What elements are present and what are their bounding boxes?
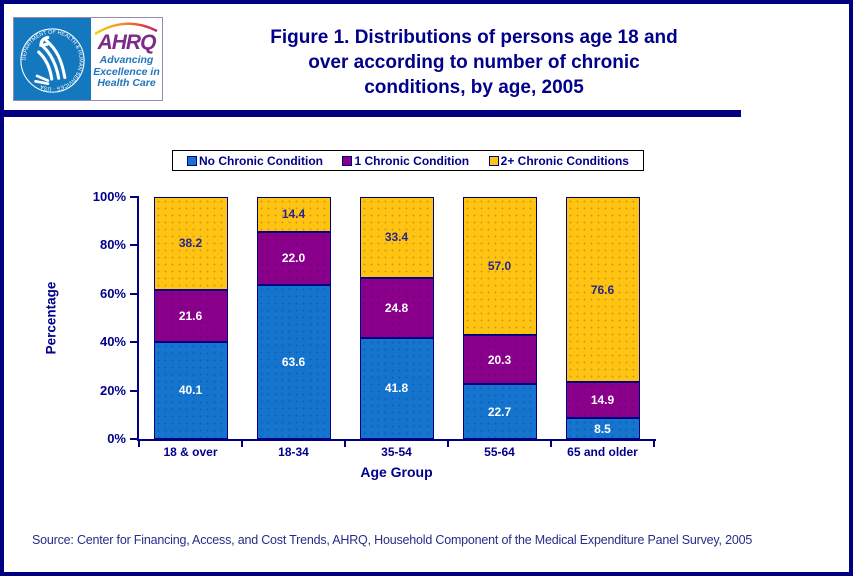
bar-segment: 63.6 — [256, 285, 331, 439]
bar-segment: 40.1 — [153, 341, 228, 439]
header-divider — [4, 110, 741, 117]
bar-segment: 22.7 — [462, 384, 537, 439]
title-line-1: Figure 1. Distributions of persons age 1… — [270, 27, 678, 48]
y-tick-mark — [130, 438, 137, 440]
bar-segment: 41.8 — [359, 337, 434, 439]
legend-swatch-icon — [488, 155, 499, 166]
bar-value-label: 22.0 — [281, 251, 306, 266]
source-note: Source: Center for Financing, Access, an… — [32, 533, 753, 547]
bar-18 & over: 40.1 21.6 38.2 — [153, 197, 228, 439]
x-category-label: 55-64 — [484, 445, 515, 459]
bar-value-label: 76.6 — [590, 282, 615, 297]
x-axis-title: Age Group — [360, 464, 433, 480]
bar-segment: 24.8 — [359, 277, 434, 338]
y-tick-mark — [130, 196, 137, 198]
x-category-label: 18 & over — [163, 445, 218, 459]
rainbow-arc-icon — [94, 22, 158, 35]
y-tick-label: 60% — [99, 285, 126, 301]
x-tick-mark — [138, 441, 140, 447]
bar-value-label: 63.6 — [281, 355, 306, 370]
bar-value-label: 40.1 — [178, 383, 203, 398]
ahrq-logo: AHRQ Advancing Excellence in Health Care — [91, 18, 162, 100]
legend-label: 2+ Chronic Conditions — [500, 153, 629, 168]
tagline-line: Health Care — [97, 77, 156, 90]
y-tick-mark — [130, 389, 137, 392]
bar-segment: 76.6 — [565, 197, 640, 383]
y-axis-line — [137, 196, 139, 441]
ahrq-hhs-logo: DEPARTMENT OF HEALTH & HUMAN SERVICES · … — [13, 17, 163, 101]
legend-item: 1 Chronic Condition — [342, 154, 469, 168]
x-tick-mark — [447, 441, 449, 447]
x-category-label: 18-34 — [278, 445, 309, 459]
legend-label: No Chronic Condition — [199, 153, 323, 168]
chart-legend: No Chronic Condition 1 Chronic Condition 2… — [172, 150, 644, 171]
bar-value-label: 20.3 — [487, 352, 512, 367]
x-tick-mark — [653, 441, 655, 447]
bar-value-label: 22.7 — [487, 404, 512, 419]
bar-value-label: 57.0 — [487, 258, 512, 273]
bar-value-label: 33.4 — [384, 230, 409, 245]
y-tick-mark — [130, 292, 137, 295]
bar-segment: 21.6 — [153, 289, 228, 342]
tagline-line: Excellence in — [93, 65, 160, 78]
legend-swatch-icon — [342, 155, 353, 166]
bar-value-label: 21.6 — [178, 308, 203, 323]
bar-18-34: 63.6 22.0 14.4 — [256, 197, 331, 439]
bar-segment: 14.4 — [256, 197, 331, 232]
bar-segment: 38.2 — [153, 197, 228, 290]
y-tick-label: 20% — [99, 382, 126, 398]
y-tick-label: 40% — [99, 334, 126, 350]
ahrq-wordmark: AHRQ — [97, 31, 157, 54]
bar-segment: 14.9 — [565, 382, 640, 419]
bar-segment: 33.4 — [359, 197, 434, 278]
legend-item: No Chronic Condition — [187, 154, 323, 168]
x-tick-mark — [344, 441, 346, 447]
y-tick-label: 0% — [107, 431, 126, 446]
x-category-label: 35-54 — [381, 445, 412, 459]
ahrq-tagline: Advancing Excellence in Health Care — [91, 54, 162, 90]
bar-segment: 8.5 — [565, 418, 640, 439]
legend-swatch-icon — [187, 155, 197, 166]
bar-value-label: 14.9 — [590, 393, 615, 408]
x-tick-mark — [241, 441, 243, 447]
tagline-line: Advancing — [99, 54, 154, 66]
hhs-logo: DEPARTMENT OF HEALTH & HUMAN SERVICES · … — [14, 18, 91, 100]
figure-title: Figure 1. Distributions of persons age 1… — [200, 25, 748, 100]
bar-value-label: 41.8 — [384, 381, 409, 396]
y-tick-label: 100% — [92, 189, 126, 204]
bar-segment: 57.0 — [462, 197, 537, 335]
x-axis-line — [137, 439, 656, 441]
x-category-label: 65 and older — [567, 445, 638, 459]
hhs-eagle-icon: DEPARTMENT OF HEALTH & HUMAN SERVICES · … — [20, 28, 85, 93]
legend-item: 2+ Chronic Conditions — [488, 153, 629, 168]
bar-value-label: 14.4 — [281, 207, 306, 222]
y-tick-label: 80% — [99, 237, 126, 253]
legend-label: 1 Chronic Condition — [354, 153, 470, 168]
y-axis-title: Percentage — [43, 281, 59, 355]
bar-35-54: 41.8 24.8 33.4 — [359, 197, 434, 439]
bar-segment: 20.3 — [462, 334, 537, 385]
bar-segment: 22.0 — [256, 231, 331, 286]
eagle-stripes — [34, 35, 67, 85]
title-line-2: over according to number of chronic — [308, 52, 640, 73]
bar-value-label: 38.2 — [178, 236, 203, 251]
bar-65 and older: 8.5 14.9 76.6 — [565, 197, 640, 439]
y-tick-mark — [130, 341, 137, 344]
bar-55-64: 22.7 20.3 57.0 — [462, 197, 537, 439]
bar-value-label: 8.5 — [594, 421, 611, 436]
title-line-3: conditions, by age, 2005 — [364, 77, 584, 98]
x-tick-mark — [550, 441, 552, 447]
y-tick-mark — [130, 244, 137, 247]
chart: Percentage Age Group 0% 20% 40% 60% 80% 100% 4… — [4, 4, 849, 572]
bar-value-label: 24.8 — [384, 300, 409, 315]
